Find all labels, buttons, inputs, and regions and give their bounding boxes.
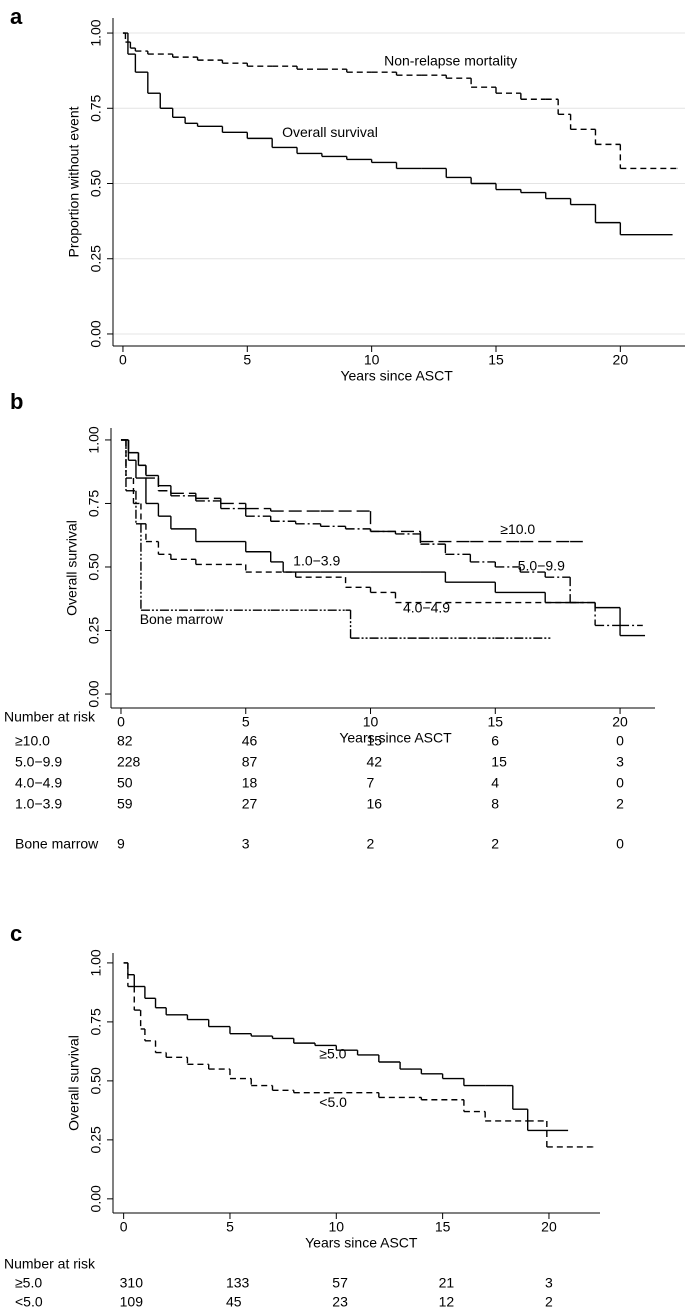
risk-count: 15 <box>367 733 383 749</box>
risk-count: 109 <box>120 1294 144 1310</box>
y-tick-label: 0.75 <box>88 1008 104 1035</box>
risk-count: 12 <box>439 1294 455 1310</box>
panel-label: a <box>10 4 23 29</box>
series-label: 1.0−3.9 <box>293 553 340 569</box>
y-axis-title: Proportion without event <box>66 106 82 257</box>
risk-row-label: ≥10.0 <box>15 733 50 749</box>
series-label: <5.0 <box>319 1094 347 1110</box>
risk-count: 46 <box>242 733 258 749</box>
risk-count: 27 <box>242 796 258 812</box>
risk-count: 7 <box>367 775 375 791</box>
risk-count: 16 <box>367 796 383 812</box>
y-tick-label: 1.00 <box>88 19 104 46</box>
risk-count: 2 <box>491 836 499 852</box>
y-tick-label: 0.25 <box>88 245 104 272</box>
risk-count: 59 <box>117 796 133 812</box>
x-tick-label: 10 <box>364 352 380 368</box>
risk-table-title: Number at risk <box>4 1256 96 1272</box>
risk-count: 21 <box>439 1275 455 1291</box>
risk-count: 2 <box>545 1294 553 1310</box>
x-tick-label: 20 <box>613 352 629 368</box>
y-axis-title: Overall survival <box>64 520 80 616</box>
y-axis-title: Overall survival <box>66 1035 82 1131</box>
y-tick-label: 0.25 <box>88 1126 104 1153</box>
y-tick-label: 1.00 <box>88 949 104 976</box>
x-axis-title: Years since ASCT <box>339 730 452 746</box>
risk-count: 45 <box>226 1294 242 1310</box>
y-tick-label: 0.50 <box>86 553 102 580</box>
y-tick-label: 0.50 <box>88 170 104 197</box>
risk-count: 6 <box>491 733 499 749</box>
panel-label: b <box>10 389 23 414</box>
series-label: Overall survival <box>282 124 378 140</box>
risk-count: 310 <box>120 1275 144 1291</box>
risk-row-label: <5.0 <box>15 1294 43 1310</box>
risk-count: 4 <box>491 775 499 791</box>
risk-count: 3 <box>242 836 250 852</box>
risk-count: 3 <box>545 1275 553 1291</box>
panel-label: c <box>10 921 22 946</box>
risk-row-label: 1.0−3.9 <box>15 796 62 812</box>
risk-count: 2 <box>616 796 624 812</box>
x-tick-label: 0 <box>117 714 125 730</box>
y-tick-label: 0.75 <box>86 490 102 517</box>
risk-count: 87 <box>242 754 258 770</box>
risk-count: 50 <box>117 775 133 791</box>
risk-row-label: 5.0−9.9 <box>15 754 62 770</box>
y-tick-label: 0.50 <box>88 1067 104 1094</box>
risk-count: 2 <box>367 836 375 852</box>
risk-count: 228 <box>117 754 141 770</box>
y-tick-label: 0.25 <box>86 617 102 644</box>
y-tick-label: 0.00 <box>86 680 102 707</box>
risk-count: 8 <box>491 796 499 812</box>
series-label: 5.0−9.9 <box>518 558 565 574</box>
risk-count: 15 <box>491 754 507 770</box>
x-axis-title: Years since ASCT <box>340 368 453 384</box>
risk-count: 42 <box>367 754 383 770</box>
x-tick-label: 5 <box>226 1219 234 1235</box>
x-tick-label: 10 <box>363 714 379 730</box>
x-tick-label: 10 <box>329 1219 345 1235</box>
x-tick-label: 15 <box>488 352 504 368</box>
series-label: ≥5.0 <box>319 1046 346 1062</box>
risk-table-title: Number at risk <box>4 709 96 725</box>
x-tick-label: 15 <box>488 714 504 730</box>
series-label: Non-relapse mortality <box>384 52 517 68</box>
risk-count: 0 <box>616 733 624 749</box>
series-label: Bone marrow <box>140 611 224 627</box>
y-tick-label: 1.00 <box>86 426 102 453</box>
risk-count: 57 <box>332 1275 348 1291</box>
risk-row-label: Bone marrow <box>15 836 99 852</box>
risk-count: 23 <box>332 1294 348 1310</box>
x-tick-label: 20 <box>612 714 628 730</box>
series-label: ≥10.0 <box>500 521 535 537</box>
risk-count: 0 <box>616 775 624 791</box>
risk-row-label: ≥5.0 <box>15 1275 42 1291</box>
risk-count: 0 <box>616 836 624 852</box>
x-tick-label: 0 <box>119 352 127 368</box>
y-tick-label: 0.00 <box>88 320 104 347</box>
x-tick-label: 5 <box>242 714 250 730</box>
series-label: 4.0−4.9 <box>403 600 450 616</box>
x-tick-label: 0 <box>120 1219 128 1235</box>
risk-row-label: 4.0−4.9 <box>15 775 62 791</box>
risk-count: 18 <box>242 775 258 791</box>
risk-count: 133 <box>226 1275 250 1291</box>
risk-count: 82 <box>117 733 133 749</box>
risk-count: 9 <box>117 836 125 852</box>
y-tick-label: 0.75 <box>88 94 104 121</box>
y-tick-label: 0.00 <box>88 1185 104 1212</box>
x-tick-label: 20 <box>541 1219 557 1235</box>
x-tick-label: 5 <box>243 352 251 368</box>
risk-count: 3 <box>616 754 624 770</box>
x-tick-label: 15 <box>435 1219 451 1235</box>
x-axis-title: Years since ASCT <box>305 1235 418 1251</box>
